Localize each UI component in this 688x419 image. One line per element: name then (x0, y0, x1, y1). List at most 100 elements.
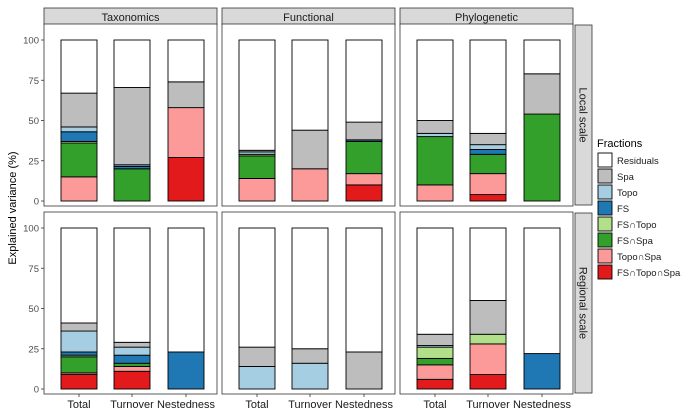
bar-segment-spa (291, 129, 329, 170)
bar-nestedness (345, 39, 383, 202)
bar-segment-fs (469, 149, 507, 155)
bar-segment-fs-and-topo-and-spa (113, 370, 151, 390)
bar-segment-fs-and-topo-and-spa (469, 374, 507, 390)
panel-local-scale-functional (221, 23, 396, 207)
panel-local-scale-taxonomics (43, 23, 218, 207)
y-tick-label: 100 (23, 224, 39, 235)
column-strip-functional: Functional (221, 7, 396, 26)
x-tick-label-nestedness: Nestedness (513, 399, 572, 411)
legend-title: Fractions (597, 138, 643, 150)
x-tick-label-turnover: Turnover (288, 399, 332, 411)
legend-item-residuals: Residuals (597, 152, 659, 168)
legend-item-topo-and-spa: Topo∩Spa (597, 248, 662, 264)
y-axis-regional-scale: 0 25 50 75 100 (23, 224, 44, 396)
x-tick-label-nestedness: Nestedness (157, 399, 216, 411)
bar-segment-fs-and-topo-and-spa (167, 157, 205, 202)
legend-label: FS (617, 204, 629, 215)
bar-segment-residuals (60, 39, 98, 94)
legend-label: FS∩Topo∩Spa (617, 268, 681, 279)
bar-segment-topo (60, 330, 98, 353)
legend-swatch (597, 232, 613, 248)
bar-segment-residuals (523, 227, 561, 355)
bar-segment-topo (291, 362, 329, 390)
bar-segment-fs-and-spa (60, 142, 98, 178)
bar-segment-spa (113, 87, 151, 166)
bar-segment-residuals (345, 39, 383, 123)
bar-nestedness (167, 39, 205, 202)
bar-segment-residuals (416, 39, 454, 121)
legend-label: Residuals (617, 156, 659, 167)
bar-segment-spa (291, 348, 329, 364)
bar-segment-fs-and-topo-and-spa (60, 374, 98, 390)
bar-segment-topo-and-spa (469, 173, 507, 196)
bar-segment-residuals (523, 39, 561, 75)
bar-segment-fs-and-spa (60, 356, 98, 374)
y-tick-label: 75 (28, 264, 39, 275)
bar-segment-fs-and-spa (238, 155, 276, 179)
panel-regional-scale-functional: Total Turnover Nestedness (221, 211, 396, 411)
bar-segment-topo (238, 366, 276, 390)
bar-segment-fs (60, 351, 98, 356)
legend-item-fs-and-topo-and-spa: FS∩Topo∩Spa (597, 264, 681, 280)
legend-item-spa: Spa (597, 168, 635, 184)
bar-segment-spa (416, 333, 454, 346)
bar-segment-fs-and-topo (416, 346, 454, 359)
row-strip-bg (574, 212, 593, 394)
bar-turnover (113, 39, 151, 202)
panels-layer: Taxonomics Functional Phylogenetic Local sc… (23, 7, 593, 411)
y-tick-label: 75 (28, 76, 39, 87)
bar-segment-residuals (416, 227, 454, 335)
bar-segment-spa (469, 132, 507, 146)
legend-swatch (597, 168, 613, 184)
bar-segment-fs (113, 354, 151, 364)
bar-segment-fs-and-spa (345, 140, 383, 175)
bar-segment-spa (416, 120, 454, 134)
y-tick-label: 50 (28, 304, 39, 315)
bar-segment-residuals (238, 39, 276, 151)
bar-segment-spa (113, 341, 151, 348)
bar-segment-fs-and-topo-and-spa (345, 184, 383, 202)
legend-label: FS∩Topo (617, 220, 657, 231)
bar-segment-fs-and-topo (469, 333, 507, 345)
bar-total (238, 39, 276, 202)
row-strip-regional-scale: Regional scale (574, 212, 593, 394)
row-strip-local-scale: Local scale (574, 24, 593, 206)
column-strip-phylogenetic: Phylogenetic (399, 7, 574, 26)
bar-segment-spa (60, 322, 98, 332)
bar-segment-residuals (113, 227, 151, 343)
column-strip-label: Functional (283, 12, 334, 24)
bar-segment-spa (60, 92, 98, 128)
y-axis-label: Explained variance (%) (7, 151, 19, 264)
bar-segment-spa (523, 73, 561, 115)
bar-segment-topo-and-spa (469, 343, 507, 375)
bar-segment-spa (345, 121, 383, 141)
bar-segment-residuals (167, 227, 205, 353)
bar-segment-residuals (469, 227, 507, 301)
legend-items: Residuals Spa Topo FS FS∩Topo FS∩Spa Topo∩Spa F… (597, 152, 681, 280)
legend-swatch (597, 216, 613, 232)
bar-nestedness (167, 227, 205, 390)
bar-segment-topo-and-spa (238, 178, 276, 202)
legend-swatch (597, 152, 613, 168)
y-tick-label: 0 (34, 385, 39, 396)
legend-swatch (597, 248, 613, 264)
bar-segment-residuals (291, 39, 329, 131)
bar-segment-topo-and-spa (291, 168, 329, 202)
bar-segment-fs-and-spa (113, 168, 151, 202)
bar-segment-fs (167, 351, 205, 390)
x-tick-label-nestedness: Nestedness (335, 399, 394, 411)
bar-segment-fs-and-topo-and-spa (416, 378, 454, 390)
column-strip-taxonomics: Taxonomics (43, 7, 218, 26)
bar-total (60, 39, 98, 202)
y-tick-label: 25 (28, 156, 39, 167)
bar-nestedness (523, 227, 561, 390)
bar-segment-fs-and-spa (416, 136, 454, 186)
bar-segment-residuals (238, 227, 276, 348)
legend-swatch (597, 200, 613, 216)
bar-segment-spa (167, 81, 205, 109)
x-tick-label-total: Total (245, 399, 268, 411)
legend-item-fs-and-topo: FS∩Topo (597, 216, 657, 232)
panel-regional-scale-taxonomics: Total Turnover Nestedness (43, 211, 218, 411)
bar-segment-fs (523, 353, 561, 390)
